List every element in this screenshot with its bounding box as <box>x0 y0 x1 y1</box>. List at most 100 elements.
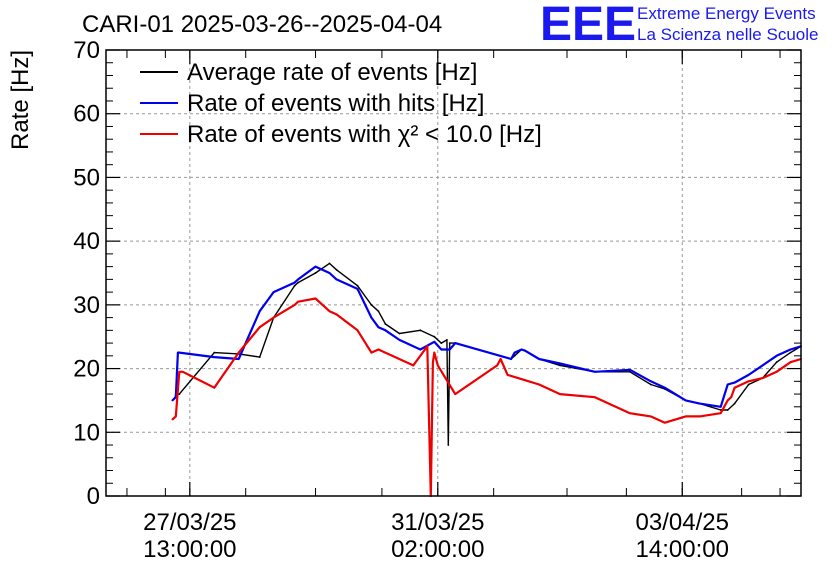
data-point <box>684 399 687 402</box>
legend: Average rate of events [Hz] Rate of event… <box>140 59 542 148</box>
data-point <box>377 310 380 313</box>
data-point <box>649 383 652 386</box>
data-point <box>719 412 722 415</box>
data-point <box>733 386 736 389</box>
data-point <box>733 381 736 384</box>
data-point <box>663 386 666 389</box>
data-point <box>454 342 457 344</box>
data-point <box>412 364 415 367</box>
data-point <box>293 304 296 306</box>
data-point <box>426 345 429 348</box>
data-point <box>524 349 526 352</box>
data-point <box>370 351 373 354</box>
x-tick-date: 03/04/25 <box>636 509 729 536</box>
data-point <box>775 361 778 364</box>
data-point <box>398 332 401 335</box>
data-point <box>761 377 764 379</box>
data-point <box>328 272 331 274</box>
data-point <box>510 358 512 360</box>
x-tick-date: 27/03/25 <box>143 509 236 536</box>
data-point <box>258 356 261 358</box>
data-point <box>559 393 561 395</box>
x-tick-time: 13:00:00 <box>143 536 236 563</box>
data-point <box>775 370 778 373</box>
data-point <box>629 370 631 373</box>
data-point <box>377 348 380 351</box>
data-point <box>649 415 652 418</box>
data-point <box>171 418 174 421</box>
logo-text: EEE <box>540 0 636 51</box>
data-point <box>446 339 448 341</box>
data-point <box>698 402 701 405</box>
data-point <box>356 288 359 290</box>
data-point <box>726 383 729 386</box>
series-line <box>171 262 802 446</box>
data-point <box>496 364 499 367</box>
y-tick-label: 30 <box>73 292 100 319</box>
y-tick-label: 50 <box>73 164 100 191</box>
data-point <box>384 329 387 332</box>
data-point <box>432 361 434 364</box>
data-point <box>559 364 561 367</box>
data-point <box>761 364 764 367</box>
eee-logo: EEE Extreme Energy Events La Scienza nel… <box>540 0 818 51</box>
data-point <box>698 415 701 418</box>
data-point <box>335 313 338 316</box>
y-tick-label: 70 <box>73 37 100 64</box>
data-point <box>297 278 299 281</box>
data-point <box>747 380 750 383</box>
data-point <box>177 351 179 354</box>
data-point <box>789 348 792 351</box>
y-tick-label: 0 <box>87 483 100 510</box>
data-point <box>272 291 275 293</box>
brand-line1: Extreme Energy Events <box>637 4 816 23</box>
data-point <box>629 368 631 371</box>
data-point <box>213 356 216 358</box>
data-point <box>440 342 443 344</box>
data-point <box>663 421 666 424</box>
chart-title: CARI-01 2025-03-26--2025-04-04 <box>82 11 442 38</box>
data-point <box>520 348 523 351</box>
data-point <box>726 409 729 411</box>
series-group <box>171 265 802 408</box>
data-point <box>356 284 359 287</box>
data-point <box>398 339 401 341</box>
data-point <box>293 281 296 284</box>
y-tick-label: 40 <box>73 228 100 255</box>
series-layer <box>171 262 802 498</box>
data-point <box>594 370 596 373</box>
data-point <box>433 335 436 338</box>
data-point <box>506 374 509 376</box>
data-point <box>447 444 450 446</box>
data-point <box>513 351 516 354</box>
data-point <box>293 284 296 287</box>
data-point <box>733 402 736 405</box>
data-point <box>433 351 436 354</box>
data-point <box>335 268 338 271</box>
data-point <box>297 300 299 303</box>
data-point <box>258 310 261 313</box>
data-point <box>328 262 331 265</box>
data-point <box>594 396 596 399</box>
data-point <box>433 340 436 343</box>
data-point <box>538 358 540 360</box>
legend-label: Average rate of events [Hz] <box>187 59 477 86</box>
data-point <box>419 329 422 332</box>
data-point <box>237 351 240 354</box>
data-point <box>436 364 439 367</box>
legend-label: Rate of events with hits [Hz] <box>187 90 484 117</box>
data-point <box>178 393 181 395</box>
data-point <box>454 393 457 395</box>
data-point <box>747 383 750 386</box>
data-point <box>499 358 502 360</box>
data-point <box>419 348 422 351</box>
data-point <box>789 361 792 364</box>
grid-lines <box>106 50 801 496</box>
y-tick-label: 60 <box>73 101 100 128</box>
data-point <box>178 351 181 354</box>
data-point <box>730 396 733 399</box>
data-point <box>370 304 373 306</box>
series-line <box>171 297 802 498</box>
